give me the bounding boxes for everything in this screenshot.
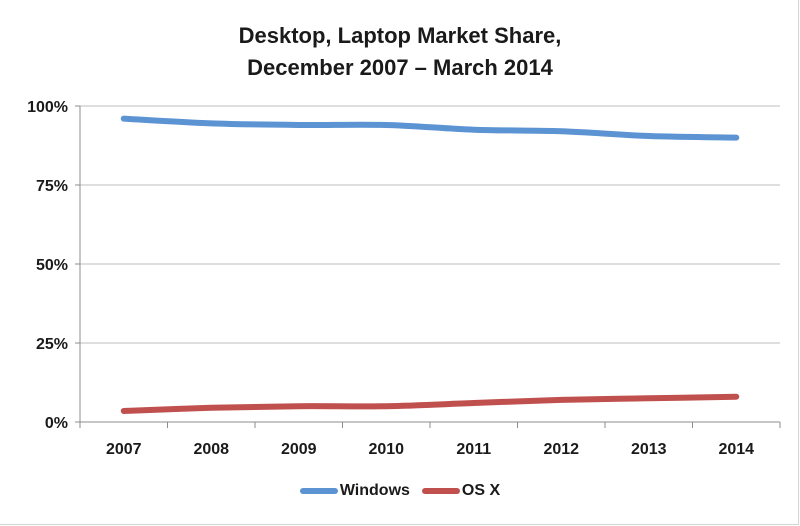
legend-item-windows: Windows — [299, 482, 410, 500]
y-tick-label: 25% — [36, 336, 68, 353]
legend: Windows OS X — [0, 482, 800, 500]
grid-lines — [75, 105, 781, 428]
y-tick-label: 50% — [36, 257, 68, 274]
series-lines — [120, 115, 740, 414]
series-line-windows — [120, 115, 740, 141]
legend-item-osx: OS X — [421, 482, 501, 500]
x-tick-label: 2014 — [718, 441, 754, 458]
y-tick-label: 100% — [27, 99, 68, 116]
legend-label-osx: OS X — [461, 482, 501, 499]
legend-swatch-windows — [299, 488, 338, 494]
chart-subtitle: December 2007 – March 2014 — [247, 55, 553, 80]
x-tick-label: 2011 — [456, 441, 491, 458]
chart-title-block: Desktop, Laptop Market Share, December 2… — [0, 20, 800, 84]
x-tick-label: 2013 — [631, 441, 667, 458]
x-tick-label: 2008 — [193, 441, 229, 458]
x-tick-label: 2007 — [106, 441, 142, 458]
x-axis-ticks: 2007 2008 2009 2010 2011 2012 2013 2014 — [106, 441, 754, 458]
legend-swatch-osx — [421, 488, 460, 494]
x-tick-label: 2009 — [281, 441, 317, 458]
x-tick-label: 2010 — [368, 441, 404, 458]
chart-title: Desktop, Laptop Market Share, — [238, 23, 562, 48]
legend-label-windows: Windows — [339, 482, 410, 499]
y-axis-ticks: 100% 75% 50% 25% 0% — [27, 99, 68, 432]
x-tick-label: 2012 — [543, 441, 579, 458]
y-tick-label: 75% — [36, 178, 68, 195]
series-line-os-x — [120, 393, 740, 414]
y-tick-label: 0% — [45, 415, 68, 432]
